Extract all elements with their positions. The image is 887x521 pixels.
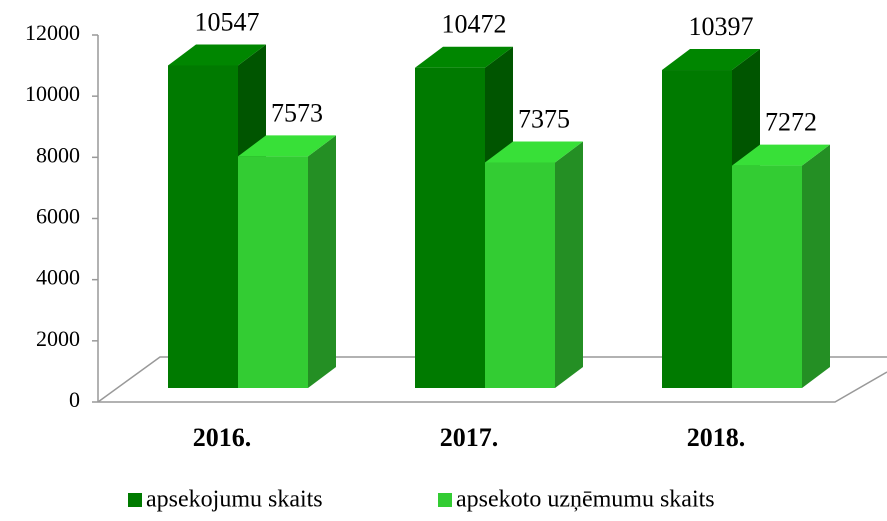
bar-side [308,135,336,388]
data-label: 10472 [442,10,507,39]
y-tick-label: 0 [69,387,80,412]
data-label: 10547 [195,7,260,36]
bar-front [732,165,802,388]
floor-back [97,356,887,403]
legend-swatch [128,493,142,507]
bar-top [168,44,266,66]
bar-top [238,135,336,157]
bar [485,141,583,388]
y-tick-label: 10000 [25,81,80,106]
y-tick-label: 2000 [36,326,80,351]
y-tick-label: 8000 [36,142,80,167]
bar-front [485,162,555,388]
legend-swatch [438,493,452,507]
data-label: 7272 [765,108,817,137]
floor-front [98,371,887,403]
legend-label: apsekojumu skaits [146,487,323,513]
data-label: 7375 [518,104,570,133]
x-tick-label: 2018. [687,423,746,452]
bar [238,135,336,388]
bar-front [168,65,238,388]
bar-top [662,49,760,71]
data-label: 7573 [271,98,323,127]
bar-front [415,67,485,389]
bar-side [802,144,830,388]
bar [732,144,830,388]
bar-front [662,70,732,388]
y-tick-label: 4000 [36,265,80,290]
bar-top [485,141,583,163]
x-tick-label: 2016. [193,423,252,452]
bar-front [238,156,308,388]
bar-top [732,144,830,166]
y-tick-label: 6000 [36,204,80,229]
data-label: 10397 [689,12,754,41]
bar-top [415,46,513,68]
y-tick-label: 12000 [25,20,80,45]
x-tick-label: 2017. [440,423,499,452]
bar-side [555,141,583,388]
legend-label: apsekoto uzņēmumu skaits [456,487,715,513]
